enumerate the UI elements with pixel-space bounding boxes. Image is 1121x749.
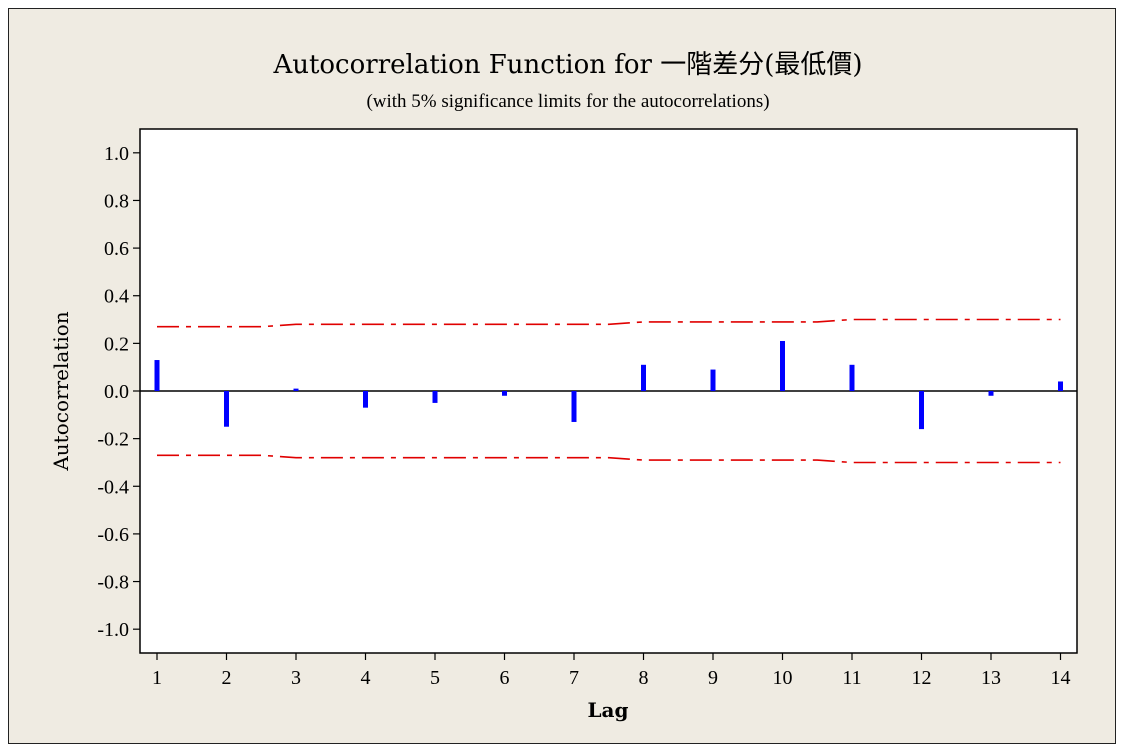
acf-bar-lag-6 [502,391,507,396]
acf-bar-lag-5 [432,391,438,403]
x-tick-label: 9 [708,667,718,689]
x-tick-label: 14 [1051,667,1071,689]
acf-bar-lag-9 [710,369,716,391]
y-tick-label: -0.8 [97,572,129,594]
acf-bar-lag-12 [919,391,924,430]
chart-title: Autocorrelation Function for 一階差分(最低價) [272,50,862,80]
acf-bar-lag-2 [224,391,229,427]
x-tick-label: 4 [361,667,371,689]
x-tick-label: 13 [981,667,1001,689]
x-tick-label: 1 [152,667,162,689]
x-tick-label: 5 [430,667,440,689]
acf-bar-lag-11 [849,364,855,391]
y-tick-label: 0.4 [104,286,129,308]
y-axis-ticks: 1.0 0.8 0.6 0.4 0.2 0.0 -0.2 -0.4 -0.6 -0.8 -1.0 [97,143,140,641]
upper-limit-line [157,318,1061,328]
y-tick-label: -0.4 [97,476,129,498]
y-tick-label: 0.6 [104,238,129,260]
y-tick-label: -1.0 [97,619,129,641]
x-tick-label: 6 [500,667,510,689]
chart-subtitle: (with 5% significance limits for the aut… [366,91,769,112]
acf-bar-lag-3 [293,388,299,391]
chart-frame: Autocorrelation Function for 一階差分(最低價) (… [8,8,1116,744]
x-tick-label: 12 [912,667,932,689]
acf-bar-lag-7 [571,391,577,422]
x-tick-label: 10 [773,667,793,689]
x-axis-title: Lag [587,698,628,722]
x-tick-label: 2 [222,667,232,689]
x-axis-ticks: 1 2 3 4 5 6 7 8 9 10 11 12 13 14 [152,653,1071,689]
acf-bar-lag-14 [1058,381,1063,391]
acf-bar-lag-13 [988,391,994,396]
lower-limit-line [157,454,1061,464]
acf-bars [154,340,1063,430]
y-tick-label: 0.0 [104,381,129,403]
acf-bar-lag-4 [363,391,368,408]
x-tick-label: 7 [569,667,579,689]
acf-bar-lag-8 [641,364,646,391]
y-tick-label: -0.6 [97,524,129,546]
significance-limits [157,318,1061,464]
y-tick-label: -0.2 [97,429,129,451]
y-tick-label: 1.0 [104,143,129,165]
x-tick-label: 3 [291,667,301,689]
x-tick-label: 8 [639,667,649,689]
y-tick-label: 0.8 [104,190,129,212]
acf-chart: Autocorrelation Function for 一階差分(最低價) (… [49,50,1078,722]
y-axis-title: Autocorrelation [49,311,73,471]
y-tick-label: 0.2 [104,333,129,355]
acf-bar-lag-1 [154,360,160,391]
acf-bar-lag-10 [780,340,785,391]
x-tick-label: 11 [842,667,861,689]
